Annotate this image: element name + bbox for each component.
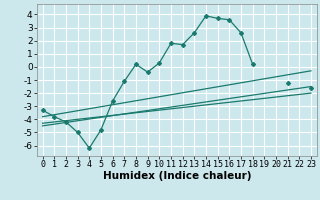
X-axis label: Humidex (Indice chaleur): Humidex (Indice chaleur) <box>102 171 251 181</box>
